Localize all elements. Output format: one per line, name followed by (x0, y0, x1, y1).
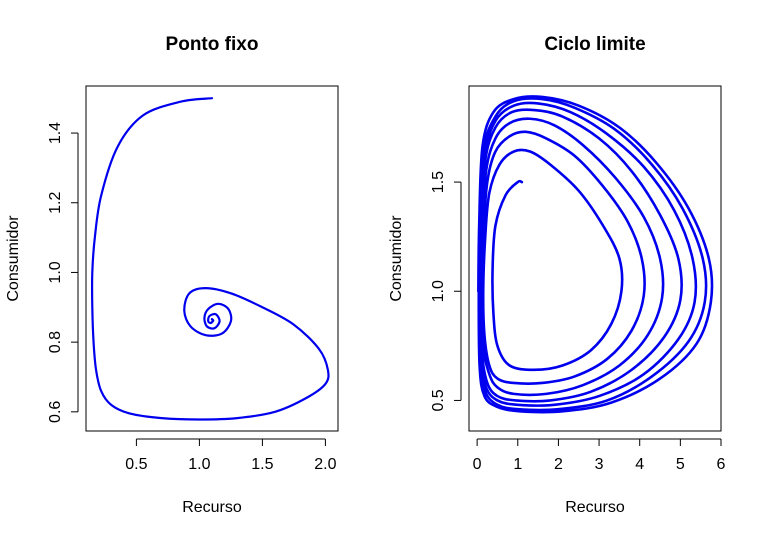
plot-frame (85, 85, 339, 432)
x-tick-label: 5 (676, 456, 685, 473)
y-tick-label: 1.4 (47, 122, 64, 144)
y-axis-label: Consumidor (388, 215, 405, 302)
x-tick-label: 1.0 (188, 456, 210, 473)
x-tick-label: 4 (635, 456, 644, 473)
x-tick-label: 2.0 (314, 456, 336, 473)
y-tick-label: 1.5 (430, 171, 447, 193)
x-tick-label: 2 (554, 456, 563, 473)
trajectory-line (477, 95, 714, 414)
panel-ciclo-limite: Ciclo limite Recurso Consumidor 0 1 2 3 4 5 6 0… (388, 34, 726, 516)
panel-ponto-fixo: Ponto fixo Recurso Consumidor 0.5 1.0 1.5 2… (5, 34, 339, 516)
x-tick-label: 0.5 (125, 456, 147, 473)
chart-title: Ciclo limite (544, 34, 645, 55)
plot-frame (468, 85, 722, 432)
x-tick-label: 1.5 (251, 456, 273, 473)
y-tick-label: 0.5 (430, 389, 447, 411)
x-axis-label: Recurso (565, 499, 625, 516)
chart-title: Ponto fixo (166, 34, 259, 55)
y-axis-label: Consumidor (5, 215, 22, 302)
x-axis-label: Recurso (182, 499, 242, 516)
y-tick-label: 1.2 (47, 192, 64, 214)
x-tick-label: 6 (717, 456, 726, 473)
y-tick-label: 0.8 (47, 331, 64, 353)
x-tick-label: 3 (595, 456, 604, 473)
y-tick-label: 1.0 (47, 261, 64, 283)
x-tick-label: 1 (513, 456, 522, 473)
y-tick-label: 1.0 (430, 280, 447, 302)
y-tick-label: 0.6 (47, 401, 64, 423)
trajectory-line (90, 97, 330, 421)
x-tick-label: 0 (473, 456, 482, 473)
